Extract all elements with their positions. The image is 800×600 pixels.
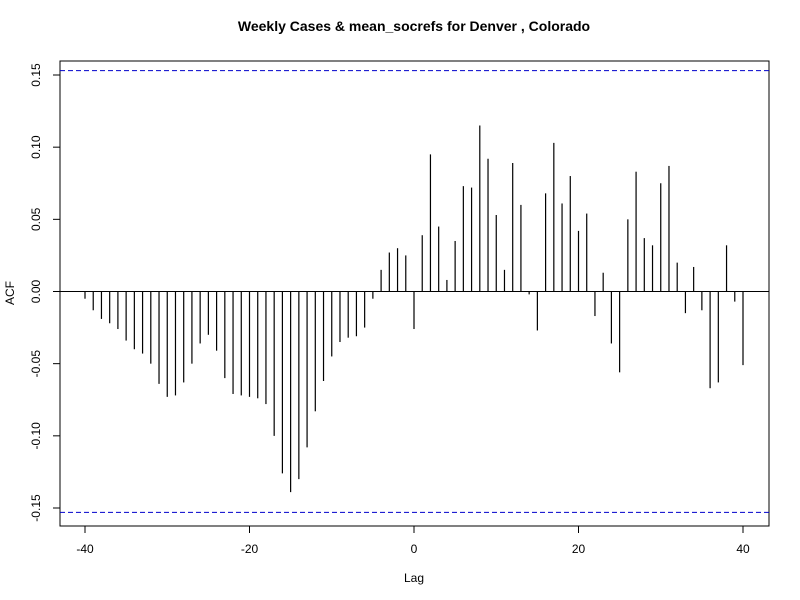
confidence-bounds xyxy=(60,70,769,513)
y-tick-label: -0.15 xyxy=(29,494,43,522)
y-tick-label: -0.05 xyxy=(29,350,43,378)
y-tick-label: 0.10 xyxy=(29,135,43,159)
acf-bars xyxy=(84,125,744,493)
y-tick-label: -0.10 xyxy=(29,422,43,450)
x-tick-label: 20 xyxy=(572,542,586,556)
y-axis-label: ACF xyxy=(3,281,17,305)
y-tick-label: 0.05 xyxy=(29,207,43,231)
y-tick-label: 0.00 xyxy=(29,279,43,303)
x-tick-label: 40 xyxy=(736,542,750,556)
x-tick-label: -40 xyxy=(76,542,94,556)
y-tick-label: 0.15 xyxy=(29,63,43,87)
x-axis: -40 -20 0 20 40 xyxy=(76,525,750,556)
x-axis-label: Lag xyxy=(404,571,424,585)
y-axis: -0.15 -0.10 -0.05 0.00 0.05 0.10 0.15 xyxy=(29,63,61,522)
chart-title: Weekly Cases & mean_socrefs for Denver ,… xyxy=(238,18,590,34)
x-tick-label: -20 xyxy=(241,542,259,556)
x-tick-label: 0 xyxy=(411,542,418,556)
